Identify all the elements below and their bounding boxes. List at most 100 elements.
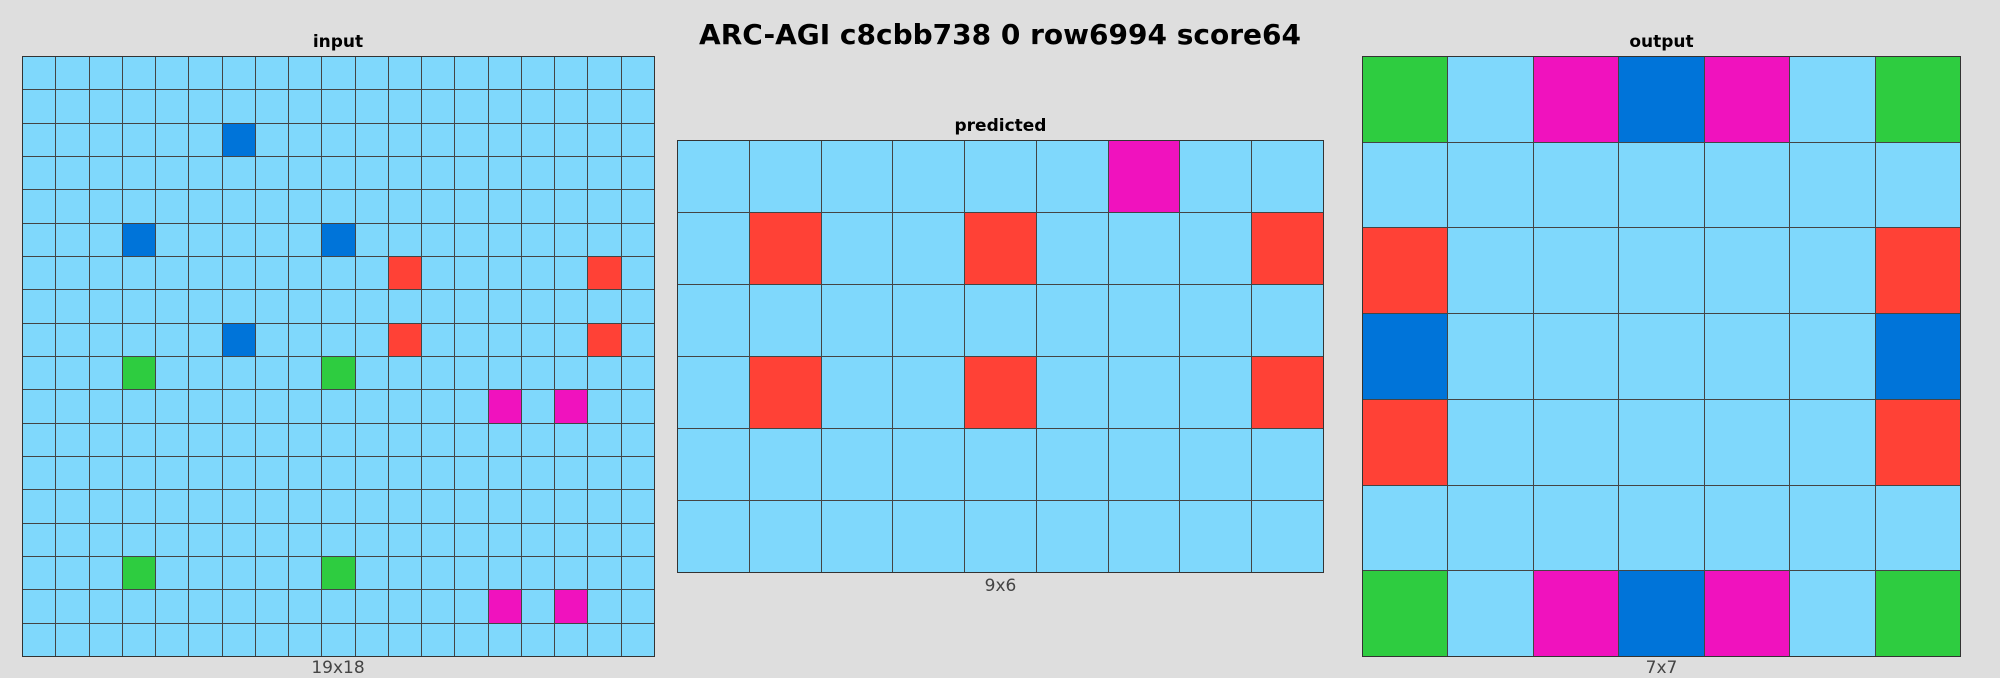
grid-cell [1533, 57, 1619, 142]
grid-cell [289, 57, 322, 90]
grid-cell [56, 256, 89, 290]
input-dims: 19x18 [311, 658, 365, 678]
grid-cell [222, 523, 255, 556]
grid-cell [621, 456, 654, 490]
grid-cell [388, 490, 422, 523]
grid-cell [355, 90, 388, 123]
grid-cell [1790, 485, 1875, 571]
grid-cell [322, 390, 355, 423]
grid-cell [965, 285, 1036, 356]
grid-cell [89, 256, 122, 290]
grid-cell [222, 223, 255, 256]
grid-cell [1619, 314, 1704, 399]
grid-cell [588, 190, 621, 223]
grid-cell [222, 290, 255, 323]
grid-cell [388, 290, 422, 323]
grid-cell [588, 456, 621, 490]
grid-cell [89, 623, 122, 656]
grid-cell [89, 390, 122, 423]
grid-cell [89, 57, 122, 90]
grid-cell [388, 623, 422, 656]
grid-cell [1363, 57, 1448, 142]
grid-cell [1704, 571, 1790, 656]
grid-cell [455, 256, 488, 290]
grid-cell [1533, 399, 1619, 485]
grid-cell [521, 356, 555, 390]
grid-cell [322, 90, 355, 123]
grid-cell [289, 490, 322, 523]
grid-cell [322, 590, 355, 623]
grid-cell [678, 213, 749, 284]
grid-cell [1619, 142, 1704, 228]
grid-cell [422, 456, 455, 490]
grid-cell [289, 123, 322, 156]
grid-cell [1363, 228, 1448, 314]
grid-cell [588, 290, 621, 323]
grid-cell [222, 190, 255, 223]
grid-cell [156, 323, 189, 356]
grid-cell [965, 501, 1036, 572]
grid-cell [89, 556, 122, 590]
grid-cell [488, 456, 521, 490]
grid-cell [1036, 357, 1108, 428]
grid-cell [588, 90, 621, 123]
grid-cell [289, 223, 322, 256]
grid-cell [122, 490, 156, 523]
grid-cell [1036, 285, 1108, 356]
grid-cell [1619, 57, 1704, 142]
grid-cell [555, 190, 588, 223]
grid-cell [1108, 141, 1180, 212]
grid-cell [488, 623, 521, 656]
grid-cell [488, 356, 521, 390]
grid-cell [749, 357, 821, 428]
grid-cell [23, 57, 56, 90]
grid-cell [1875, 142, 1960, 228]
grid-cell [455, 57, 488, 90]
grid-cell [1252, 501, 1323, 572]
grid-cell [322, 256, 355, 290]
grid-cell [255, 256, 289, 290]
grid-cell [422, 623, 455, 656]
grid-cell [355, 423, 388, 456]
grid-cell [455, 323, 488, 356]
grid-cell [89, 590, 122, 623]
grid-cell [1875, 57, 1960, 142]
grid-cell [89, 356, 122, 390]
grid-cell [23, 590, 56, 623]
grid-cell [521, 256, 555, 290]
grid-cell [255, 90, 289, 123]
grid-cell [189, 123, 222, 156]
grid-cell [1533, 142, 1619, 228]
grid-cell [23, 556, 56, 590]
grid-cell [588, 590, 621, 623]
grid-cell [1875, 485, 1960, 571]
grid-cell [555, 323, 588, 356]
grid-cell [965, 429, 1036, 500]
grid-cell [1252, 285, 1323, 356]
grid-cell [621, 256, 654, 290]
grid-cell [555, 256, 588, 290]
grid-cell [488, 223, 521, 256]
grid-cell [189, 356, 222, 390]
grid-cell [1533, 485, 1619, 571]
grid-cell [388, 156, 422, 190]
grid-cell [56, 423, 89, 456]
grid-cell [488, 256, 521, 290]
grid-cell [521, 123, 555, 156]
grid-cell [189, 590, 222, 623]
grid-cell [222, 590, 255, 623]
grid-cell [388, 356, 422, 390]
grid-cell [621, 556, 654, 590]
grid-cell [156, 523, 189, 556]
grid-cell [355, 456, 388, 490]
grid-cell [322, 523, 355, 556]
grid-cell [289, 90, 322, 123]
grid-cell [89, 223, 122, 256]
grid-cell [322, 323, 355, 356]
grid-cell [422, 523, 455, 556]
grid-cell [621, 590, 654, 623]
grid-cell [588, 323, 621, 356]
grid-cell [1363, 314, 1448, 399]
grid-cell [322, 156, 355, 190]
grid-cell [678, 357, 749, 428]
